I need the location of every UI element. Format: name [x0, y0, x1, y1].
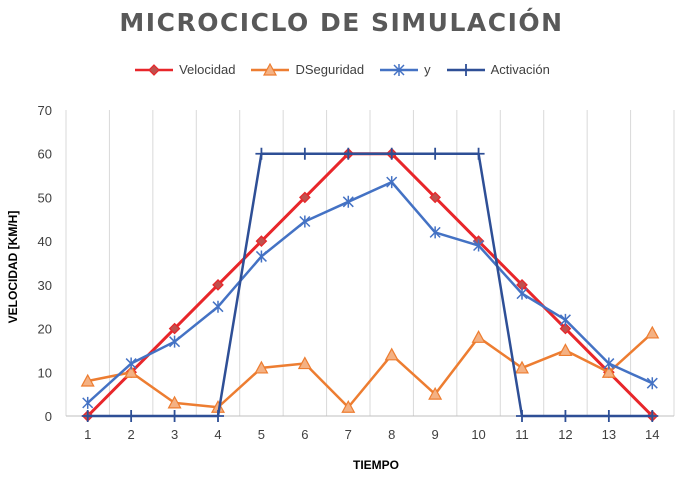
y-axis-label: VELOCIDAD [KM/H]	[6, 211, 20, 324]
data-point-activacion	[429, 147, 442, 160]
legend-label: Velocidad	[179, 62, 236, 77]
data-point-activacion	[516, 410, 528, 422]
legend-marker-dseguridad	[263, 62, 278, 76]
series-line-y	[86, 180, 653, 404]
legend-label: y	[424, 62, 431, 77]
chart-legend: Velocidad DSeguridad y Activación	[0, 62, 683, 77]
data-point-activacion	[298, 147, 311, 160]
x-tick-label: 5	[258, 427, 265, 442]
y-tick-label: 0	[45, 409, 52, 424]
legend-label: DSeguridad	[295, 62, 365, 77]
data-point-velocidad	[429, 191, 441, 204]
y-tick-label: 70	[38, 103, 52, 118]
series-activacion	[81, 147, 659, 422]
data-point-activacion	[602, 410, 615, 422]
data-point-y	[646, 377, 658, 390]
x-tick-label: 2	[128, 427, 135, 442]
x-tick-label: 4	[214, 427, 221, 442]
data-point-y	[559, 313, 571, 326]
data-point-activacion	[646, 410, 659, 422]
data-point-velocidad	[255, 235, 268, 247]
x-tick-label: 9	[432, 427, 439, 442]
data-point-dseguridad	[645, 325, 660, 339]
legend-swatch-y	[380, 63, 419, 76]
data-point-y	[429, 226, 441, 239]
data-point-dseguridad	[601, 365, 616, 378]
x-tick-label: 8	[388, 427, 395, 442]
data-point-y	[125, 357, 137, 370]
data-point-y	[516, 287, 528, 300]
x-tick-label: 14	[645, 427, 659, 442]
data-point-activacion	[559, 410, 572, 422]
y-tick-label: 30	[38, 278, 52, 293]
y-tick-label: 60	[38, 147, 52, 162]
data-point-dseguridad	[341, 400, 356, 413]
x-tick-label: 1	[84, 427, 91, 442]
chart-title: MICROCICLO DE SIMULACIÓN	[119, 8, 564, 37]
legend-marker-velocidad	[148, 63, 160, 76]
data-point-dseguridad	[80, 373, 95, 387]
data-point-velocidad	[559, 322, 572, 335]
data-point-y	[169, 335, 181, 348]
legend-item-velocidad: Velocidad	[133, 62, 235, 77]
data-point-activacion	[81, 410, 94, 422]
data-point-velocidad	[299, 191, 311, 204]
data-point-y	[603, 357, 615, 370]
data-point-activacion	[212, 410, 224, 422]
data-point-activacion	[125, 410, 138, 422]
data-point-y	[299, 215, 311, 228]
data-point-dseguridad	[471, 330, 486, 343]
y-tick-label: 10	[38, 365, 52, 380]
data-point-dseguridad	[254, 360, 269, 374]
legend-marker-activacion	[459, 63, 472, 76]
data-point-dseguridad	[384, 347, 399, 361]
data-point-y	[82, 396, 94, 409]
legend-item-y: y	[378, 62, 431, 77]
legend-swatch-activacion	[446, 63, 485, 76]
data-point-activacion	[255, 147, 268, 160]
series-line-dseguridad	[87, 332, 654, 409]
data-point-dseguridad	[514, 360, 530, 374]
x-tick-label: 11	[515, 427, 529, 442]
legend-item-activacion: Activación	[445, 62, 550, 77]
x-tick-label: 12	[558, 427, 572, 442]
legend-marker-y	[393, 63, 405, 76]
x-tick-label: 7	[345, 427, 352, 442]
legend-item-dseguridad: DSeguridad	[249, 62, 364, 77]
series-line-activacion	[87, 152, 653, 418]
data-point-dseguridad	[428, 386, 443, 400]
series-y	[82, 176, 658, 409]
data-point-dseguridad	[297, 356, 312, 370]
x-tick-label: 6	[301, 427, 308, 442]
series-dseguridad	[80, 325, 660, 413]
x-tick-label: 3	[171, 427, 178, 442]
y-tick-label: 20	[38, 322, 52, 337]
data-point-dseguridad	[558, 343, 573, 357]
legend-swatch-velocidad	[135, 63, 174, 76]
data-point-activacion	[168, 410, 181, 422]
data-point-dseguridad	[124, 365, 139, 378]
y-tick-label: 40	[38, 234, 52, 249]
data-point-activacion	[342, 147, 355, 160]
data-point-y	[342, 195, 354, 208]
data-point-y	[473, 239, 485, 252]
data-point-y	[212, 300, 224, 313]
data-point-velocidad	[168, 322, 181, 335]
data-point-activacion	[385, 147, 398, 160]
data-point-activacion	[472, 147, 485, 160]
x-tick-label: 13	[602, 427, 616, 442]
x-axis-label: TIEMPO	[353, 458, 399, 472]
data-point-y	[386, 176, 398, 189]
data-point-dseguridad	[167, 395, 182, 409]
data-point-velocidad	[212, 279, 224, 291]
y-tick-label: 50	[38, 190, 52, 205]
legend-label: Activación	[490, 62, 550, 77]
legend-swatch-dseguridad	[251, 62, 290, 76]
data-point-y	[255, 250, 267, 263]
x-tick-label: 10	[471, 427, 485, 442]
